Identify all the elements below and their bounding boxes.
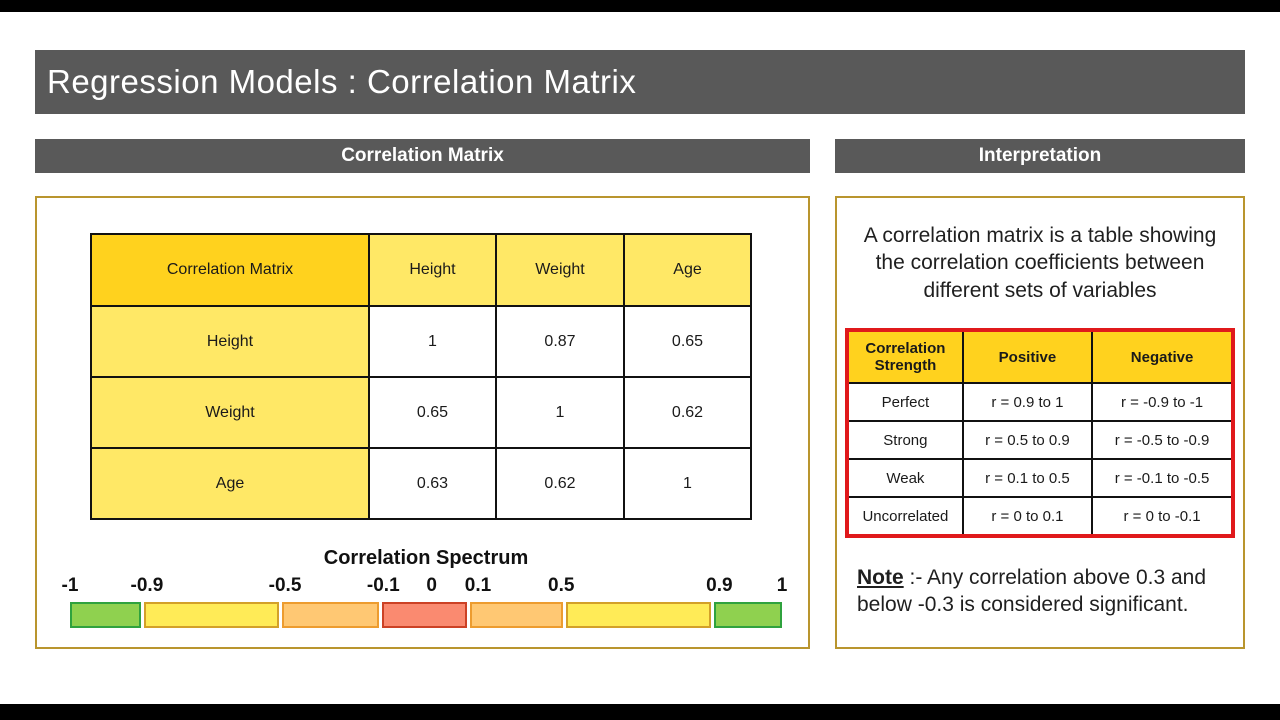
strength-cell: Uncorrelated — [846, 496, 964, 537]
spectrum-tick: -1 — [61, 575, 79, 596]
matrix-column-header: Weight — [495, 233, 625, 307]
spectrum-tick: 0 — [426, 575, 437, 596]
strength-cell: Perfect — [846, 382, 964, 422]
matrix-value-cell: 1 — [495, 376, 625, 449]
matrix-corner-cell: Correlation Matrix — [90, 233, 370, 307]
matrix-row-header: Weight — [90, 376, 370, 449]
section-header-interpretation: Interpretation — [835, 139, 1245, 173]
strength-column-header: Negative — [1091, 329, 1234, 384]
interpretation-description: A correlation matrix is a table showing … — [863, 224, 1217, 302]
matrix-value-cell: 0.62 — [495, 447, 625, 520]
spectrum-tick: -0.9 — [130, 575, 164, 596]
spectrum-segment — [70, 602, 141, 628]
correlation-strength-table: Correlation Strength Positive Negative Perf… — [845, 328, 1235, 538]
correlation-spectrum: -1 -0.9 -0.5 -0.1 0 0.1 0.5 0.9 1 — [62, 575, 788, 628]
spectrum-tick: 1 — [776, 575, 788, 596]
spectrum-tick: 0.5 — [548, 575, 575, 596]
matrix-row: Age 0.63 0.62 1 — [90, 447, 752, 520]
matrix-column-header: Height — [368, 233, 497, 307]
matrix-value-cell: 0.63 — [368, 447, 497, 520]
strength-row: Strong r = 0.5 to 0.9 r = -0.5 to -0.9 — [846, 420, 1234, 460]
spectrum-tick: 0.9 — [706, 575, 733, 596]
correlation-matrix-body: Correlation Matrix Height Weight Age Height 1… — [90, 233, 752, 520]
correlation-matrix-panel: Correlation Matrix Height Weight Age Height 1… — [35, 196, 810, 649]
spectrum-segment — [281, 602, 380, 628]
matrix-row-header: Age — [90, 447, 370, 520]
strength-row: Uncorrelated r = 0 to 0.1 r = 0 to -0.1 — [846, 496, 1234, 537]
interpretation-panel: A correlation matrix is a table showing … — [835, 196, 1245, 649]
strength-row: Weak r = 0.1 to 0.5 r = -0.1 to -0.5 — [846, 458, 1234, 498]
strength-cell: r = 0.1 to 0.5 — [961, 458, 1094, 498]
strength-cell: r = 0.9 to 1 — [961, 382, 1094, 422]
matrix-value-cell: 0.65 — [623, 305, 752, 378]
strength-column-header: Correlation Strength — [846, 329, 964, 384]
strength-cell: r = 0.5 to 0.9 — [961, 420, 1094, 460]
slide-title: Regression Models : Correlation Matrix — [35, 50, 1245, 114]
strength-cell: Weak — [846, 458, 964, 498]
spectrum-tick: 0.1 — [464, 575, 492, 596]
correlation-matrix-table: Correlation Matrix Height Weight Age Height 1… — [90, 233, 752, 520]
strength-cell: r = -0.5 to -0.9 — [1091, 420, 1234, 460]
matrix-value-cell: 1 — [368, 305, 497, 378]
spectrum-segment — [143, 602, 279, 628]
matrix-value-cell: 0.87 — [495, 305, 625, 378]
correlation-strength-body: Correlation Strength Positive Negative Perf… — [846, 329, 1234, 537]
matrix-column-header: Age — [623, 233, 752, 307]
spectrum-segment — [565, 602, 712, 628]
matrix-row: Weight 0.65 1 0.62 — [90, 376, 752, 449]
spectrum-segment — [470, 602, 563, 628]
spectrum-tick-labels: -1 -0.9 -0.5 -0.1 0 0.1 0.5 0.9 1 — [62, 575, 788, 600]
spectrum-tick: -0.1 — [366, 575, 400, 596]
matrix-value-cell: 0.62 — [623, 376, 752, 449]
note-body: :- Any correlation above 0.3 and below -… — [857, 566, 1207, 617]
matrix-value-cell: 1 — [623, 447, 752, 520]
strength-cell: r = -0.9 to -1 — [1091, 382, 1234, 422]
letterbox-bottom — [0, 704, 1280, 720]
matrix-row: Height 1 0.87 0.65 — [90, 305, 752, 378]
strength-cell: r = -0.1 to -0.5 — [1091, 458, 1234, 498]
spectrum-segment — [382, 602, 468, 628]
spectrum-tick: -0.5 — [268, 575, 302, 596]
spectrum-title: Correlation Spectrum — [323, 547, 529, 569]
note-label: Note — [857, 566, 904, 589]
strength-cell: r = 0 to -0.1 — [1091, 496, 1234, 537]
section-header-correlation-matrix: Correlation Matrix — [35, 139, 810, 173]
spectrum-segment — [714, 602, 782, 628]
matrix-value-cell: 0.65 — [368, 376, 497, 449]
strength-cell: r = 0 to 0.1 — [961, 496, 1094, 537]
note-text: Note :- Any correlation above 0.3 and be… — [857, 564, 1229, 619]
spectrum-bar — [70, 602, 782, 628]
letterbox-top — [0, 0, 1280, 12]
strength-column-header: Positive — [961, 329, 1094, 384]
matrix-row-header: Height — [90, 305, 370, 378]
strength-cell: Strong — [846, 420, 964, 460]
